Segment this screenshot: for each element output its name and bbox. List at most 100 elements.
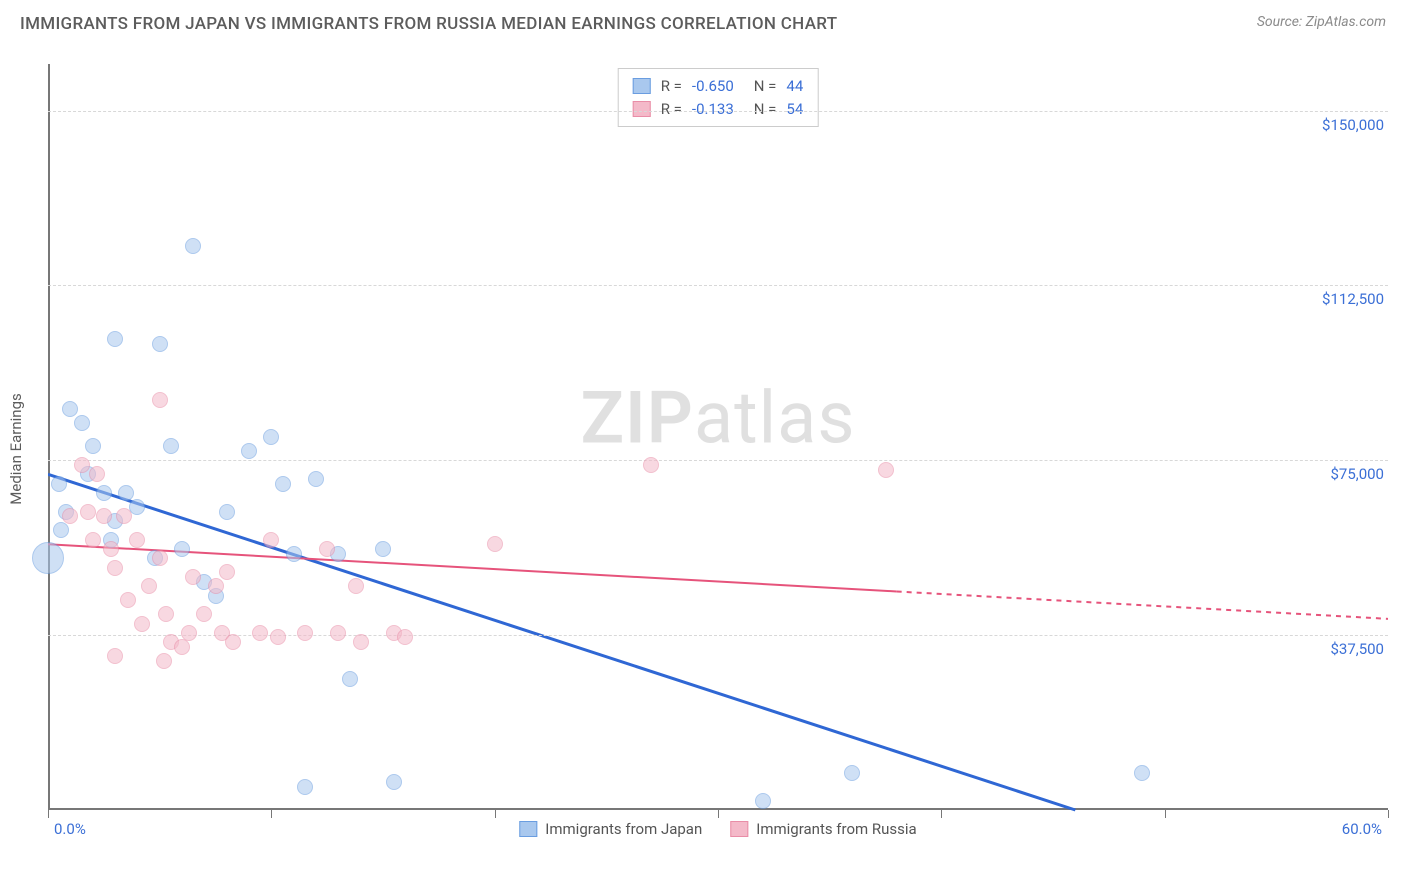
source-attribution: Source: ZipAtlas.com: [1257, 14, 1386, 30]
data-point: [96, 485, 112, 501]
data-point: [96, 508, 112, 524]
data-point: [319, 541, 335, 557]
data-point: [152, 550, 168, 566]
data-point: [397, 629, 413, 645]
y-axis: [48, 64, 50, 810]
data-point: [348, 578, 364, 594]
data-point: [103, 541, 119, 557]
data-point: [163, 438, 179, 454]
data-point: [74, 457, 90, 473]
grid-line: [48, 635, 1388, 636]
data-point: [174, 639, 190, 655]
data-point: [85, 438, 101, 454]
data-point: [263, 429, 279, 445]
data-point: [116, 508, 132, 524]
y-tick-label: $37,500: [1330, 640, 1384, 658]
data-point: [62, 401, 78, 417]
data-point: [270, 629, 286, 645]
stat-value: -0.133: [692, 98, 734, 121]
data-point: [152, 392, 168, 408]
series-legend-item: Immigrants from Japan: [519, 820, 702, 838]
stat-value: -0.650: [692, 75, 734, 98]
x-tick-mark: [1388, 810, 1389, 818]
series-label: Immigrants from Russia: [756, 820, 916, 838]
legend-swatch: [633, 101, 651, 117]
stats-legend-row: R = -0.133 N = 54: [633, 98, 804, 121]
watermark: ZIPatlas: [580, 376, 855, 461]
data-point: [185, 238, 201, 254]
legend-swatch: [519, 821, 537, 837]
data-point: [643, 457, 659, 473]
x-tick-mark: [495, 810, 496, 818]
data-point: [53, 522, 69, 538]
data-point: [129, 532, 145, 548]
y-tick-label: $75,000: [1330, 465, 1384, 483]
data-point: [107, 331, 123, 347]
data-point: [141, 578, 157, 594]
data-point: [152, 336, 168, 352]
data-point: [241, 443, 257, 459]
data-point: [120, 592, 136, 608]
series-legend: Immigrants from Japan Immigrants from Rus…: [519, 820, 916, 838]
data-point: [844, 765, 860, 781]
data-point: [1134, 765, 1150, 781]
data-point: [129, 499, 145, 515]
data-point: [375, 541, 391, 557]
data-point: [878, 462, 894, 478]
data-point: [386, 774, 402, 790]
legend-swatch: [633, 78, 651, 94]
y-axis-label: Median Earnings: [7, 393, 25, 504]
data-point: [174, 541, 190, 557]
series-label: Immigrants from Japan: [545, 820, 702, 838]
data-point: [32, 542, 64, 574]
data-point: [330, 625, 346, 641]
data-point: [297, 625, 313, 641]
data-point: [308, 471, 324, 487]
stat-label: N =: [754, 98, 777, 121]
x-tick-mark: [1165, 810, 1166, 818]
data-point: [755, 793, 771, 809]
data-point: [181, 625, 197, 641]
grid-line: [48, 460, 1388, 461]
x-tick-mark: [48, 810, 49, 818]
x-tick-mark: [718, 810, 719, 818]
data-point: [263, 532, 279, 548]
data-point: [185, 569, 201, 585]
data-point: [85, 532, 101, 548]
data-point: [487, 536, 503, 552]
data-point: [219, 564, 235, 580]
series-legend-item: Immigrants from Russia: [730, 820, 916, 838]
x-tick-label: 60.0%: [1342, 820, 1382, 838]
stat-value: 44: [786, 75, 803, 98]
data-point: [118, 485, 134, 501]
stat-value: 54: [786, 98, 803, 121]
stat-label: R =: [661, 75, 682, 98]
data-point: [156, 653, 172, 669]
data-point: [134, 616, 150, 632]
chart-title: IMMIGRANTS FROM JAPAN VS IMMIGRANTS FROM…: [20, 14, 837, 34]
correlation-chart: Median Earnings ZIPatlas R =-0.650N =44R…: [48, 64, 1388, 834]
data-point: [51, 476, 67, 492]
data-point: [286, 546, 302, 562]
stats-legend: R = -0.650 N = 44 R = -0.133 N = 54: [618, 68, 819, 127]
stat-label: N =: [754, 75, 777, 98]
data-point: [219, 504, 235, 520]
data-point: [208, 578, 224, 594]
stats-legend-row: R = -0.650 N = 44: [633, 75, 804, 98]
data-point: [342, 671, 358, 687]
data-point: [107, 560, 123, 576]
data-point: [225, 634, 241, 650]
data-point: [89, 466, 105, 482]
grid-line: [48, 111, 1388, 112]
data-point: [74, 415, 90, 431]
stat-label: R =: [661, 98, 682, 121]
data-point: [275, 476, 291, 492]
x-tick-mark: [271, 810, 272, 818]
x-tick-mark: [941, 810, 942, 818]
data-point: [297, 779, 313, 795]
legend-swatch: [730, 821, 748, 837]
data-point: [107, 648, 123, 664]
grid-line: [48, 285, 1388, 286]
data-point: [252, 625, 268, 641]
data-point: [158, 606, 174, 622]
